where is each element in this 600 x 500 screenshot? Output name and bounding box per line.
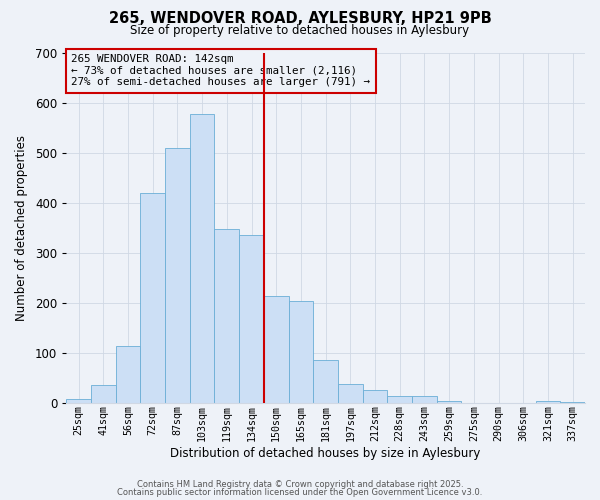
Bar — [437, 401, 461, 402]
Bar — [140, 192, 165, 402]
Bar — [116, 346, 140, 403]
Text: Size of property relative to detached houses in Aylesbury: Size of property relative to detached ho… — [130, 24, 470, 37]
Bar — [412, 396, 437, 402]
Bar — [338, 384, 362, 402]
Bar — [190, 114, 214, 403]
Bar — [91, 385, 116, 402]
Text: 265 WENDOVER ROAD: 142sqm
← 73% of detached houses are smaller (2,116)
27% of se: 265 WENDOVER ROAD: 142sqm ← 73% of detac… — [71, 54, 370, 88]
Bar — [313, 360, 338, 403]
Bar — [66, 398, 91, 402]
Text: Contains public sector information licensed under the Open Government Licence v3: Contains public sector information licen… — [118, 488, 482, 497]
Bar — [165, 148, 190, 402]
Text: Contains HM Land Registry data © Crown copyright and database right 2025.: Contains HM Land Registry data © Crown c… — [137, 480, 463, 489]
Y-axis label: Number of detached properties: Number of detached properties — [15, 134, 28, 320]
Text: 265, WENDOVER ROAD, AYLESBURY, HP21 9PB: 265, WENDOVER ROAD, AYLESBURY, HP21 9PB — [109, 11, 491, 26]
Bar — [214, 228, 239, 402]
Bar — [239, 235, 264, 402]
Bar — [536, 401, 560, 402]
Bar — [388, 396, 412, 402]
Bar — [264, 296, 289, 403]
Bar — [289, 301, 313, 402]
X-axis label: Distribution of detached houses by size in Aylesbury: Distribution of detached houses by size … — [170, 447, 481, 460]
Bar — [362, 390, 388, 402]
